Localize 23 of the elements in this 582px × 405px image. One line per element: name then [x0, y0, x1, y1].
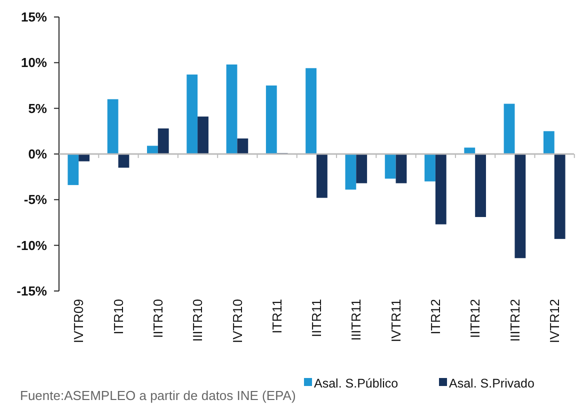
x-tick-label: ITR10	[110, 299, 126, 334]
x-tick-label: IVTR11	[388, 299, 404, 342]
x-tick-label: IIITR11	[348, 299, 364, 341]
y-tick-label: -10%	[16, 238, 48, 253]
legend-label: Asal. S.Público	[314, 376, 398, 390]
x-tick-label: IVTR09	[71, 299, 86, 344]
y-tick-label: 0%	[28, 146, 48, 162]
y-tick-label: 15%	[20, 10, 48, 25]
legend-label: Asal. S.Privado	[449, 376, 535, 390]
x-tick-label: IITR12	[468, 299, 483, 338]
x-tick-label: ITR11	[269, 299, 284, 334]
y-tick-label: 10%	[20, 55, 48, 70]
source-note: Fuente:ASEMPLEO a partir de datos INE (EPA)	[20, 388, 296, 403]
x-tick-label: ITR12	[428, 299, 443, 334]
x-tick-label: IIITR10	[190, 299, 206, 342]
y-tick-label: -5%	[24, 192, 48, 208]
x-tick-label: IVTR12	[546, 299, 562, 344]
x-tick-label: IITR10	[150, 299, 166, 338]
y-tick-label: -15%	[16, 284, 48, 299]
x-tick-label: IITR11	[309, 299, 324, 338]
x-tick-label: IIITR12	[507, 299, 522, 342]
y-tick-label: 5%	[28, 100, 48, 116]
x-tick-label: IVTR10	[230, 299, 245, 344]
